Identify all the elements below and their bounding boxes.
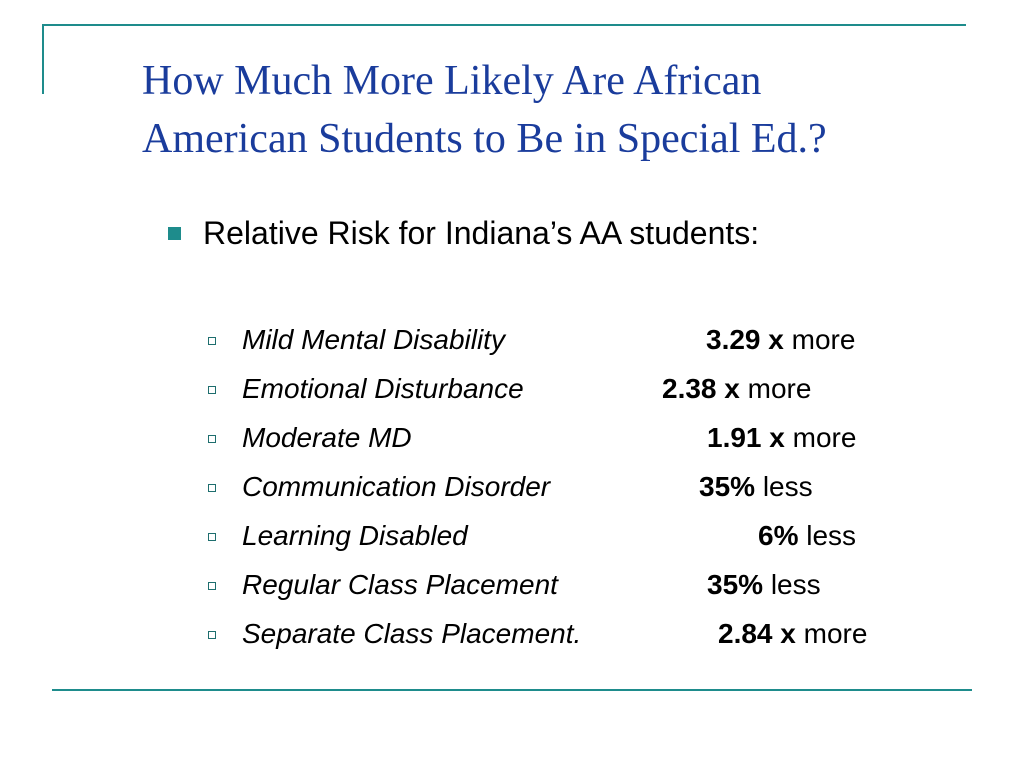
title-line-1: How Much More Likely Are African (142, 58, 762, 104)
item-value-direction: less (806, 520, 857, 551)
item-value: 35% less (707, 563, 821, 607)
list-item: Mild Mental Disability 3.29 x more (0, 318, 1024, 367)
item-value-number: 35% (707, 569, 764, 600)
item-value: 2.38 x more (662, 367, 811, 411)
hollow-square-bullet-icon (208, 533, 216, 541)
item-value-direction: more (791, 324, 856, 355)
item-value-direction: more (792, 422, 857, 453)
hollow-square-bullet-icon (208, 582, 216, 590)
item-value-direction: less (762, 471, 813, 502)
hollow-square-bullet-icon (208, 435, 216, 443)
hollow-square-bullet-icon (208, 631, 216, 639)
list-item: Separate Class Placement. 2.84 x more (0, 612, 1024, 661)
item-label: Mild Mental Disability (242, 324, 505, 355)
item-value-number: 2.38 x (662, 373, 740, 404)
item-value-number: 35% (699, 471, 756, 502)
item-value-number: 3.29 x (706, 324, 784, 355)
item-value: 1.91 x more (707, 416, 856, 460)
list-item: Moderate MD 1.91 x more (0, 416, 1024, 465)
main-bullet-text: Relative Risk for Indiana’s AA students: (203, 215, 760, 251)
item-value: 6% less (758, 514, 856, 558)
frame-top-rule (43, 24, 966, 26)
hollow-square-bullet-icon (208, 337, 216, 345)
frame-bottom-rule (52, 689, 972, 691)
hollow-square-bullet-icon (208, 484, 216, 492)
item-label: Communication Disorder (242, 471, 551, 502)
item-label: Separate Class Placement. (242, 618, 582, 649)
frame-left-rule (42, 24, 44, 94)
slide-title: How Much More Likely Are African America… (142, 52, 1002, 168)
hollow-square-bullet-icon (208, 386, 216, 394)
list-item: Communication Disorder 35% less (0, 465, 1024, 514)
square-bullet-icon (168, 227, 181, 240)
item-value-number: 2.84 x (718, 618, 796, 649)
title-line-2: American Students to Be in Special Ed.? (142, 116, 827, 162)
item-value-number: 6% (758, 520, 799, 551)
item-value-direction: more (747, 373, 812, 404)
item-label: Emotional Disturbance (242, 373, 524, 404)
item-value-direction: less (770, 569, 821, 600)
item-label: Learning Disabled (242, 520, 468, 551)
item-value: 2.84 x more (718, 612, 867, 656)
item-label: Regular Class Placement (242, 569, 558, 600)
item-value: 3.29 x more (706, 318, 855, 362)
item-label: Moderate MD (242, 422, 412, 453)
item-value-direction: more (803, 618, 868, 649)
list-item: Regular Class Placement 35% less (0, 563, 1024, 612)
item-value-number: 1.91 x (707, 422, 785, 453)
list-item: Emotional Disturbance 2.38 x more (0, 367, 1024, 416)
item-value: 35% less (699, 465, 813, 509)
list-item: Learning Disabled 6% less (0, 514, 1024, 563)
